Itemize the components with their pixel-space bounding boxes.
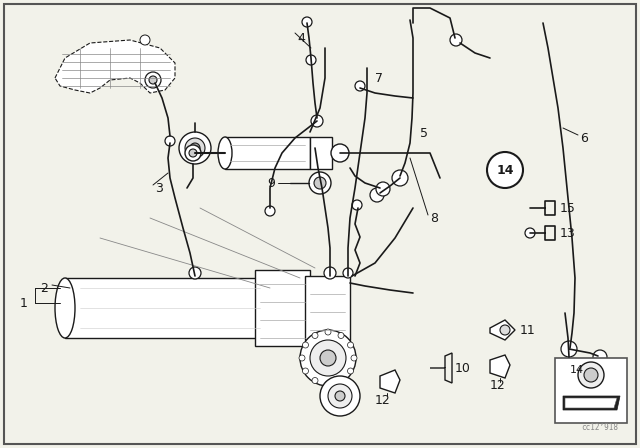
Circle shape (331, 144, 349, 162)
Circle shape (335, 391, 345, 401)
Circle shape (376, 182, 390, 196)
Text: 8: 8 (430, 211, 438, 224)
Circle shape (303, 368, 308, 374)
Text: 10: 10 (455, 362, 471, 375)
Circle shape (325, 381, 331, 387)
Text: 14: 14 (570, 365, 584, 375)
Circle shape (149, 76, 157, 84)
Text: 13: 13 (560, 227, 576, 240)
Polygon shape (565, 398, 617, 408)
Circle shape (343, 268, 353, 278)
Circle shape (303, 342, 308, 348)
Circle shape (525, 228, 535, 238)
Text: 2: 2 (40, 281, 48, 294)
Circle shape (328, 384, 352, 408)
Circle shape (351, 355, 357, 361)
Circle shape (312, 332, 318, 339)
Circle shape (355, 81, 365, 91)
Polygon shape (490, 320, 515, 340)
Text: 1: 1 (20, 297, 28, 310)
Circle shape (320, 376, 360, 416)
Circle shape (140, 35, 150, 45)
Circle shape (392, 170, 408, 186)
Circle shape (320, 350, 336, 366)
Circle shape (190, 143, 200, 153)
Text: 7: 7 (375, 72, 383, 85)
Circle shape (306, 55, 316, 65)
Circle shape (348, 342, 353, 348)
Text: 15: 15 (560, 202, 576, 215)
Circle shape (300, 330, 356, 386)
Circle shape (338, 332, 344, 339)
Circle shape (299, 355, 305, 361)
Circle shape (584, 368, 598, 382)
Circle shape (309, 172, 331, 194)
Circle shape (578, 362, 604, 388)
Ellipse shape (218, 137, 232, 169)
Circle shape (561, 341, 577, 357)
Circle shape (352, 200, 362, 210)
Circle shape (314, 177, 326, 189)
Text: 3: 3 (155, 181, 163, 194)
Polygon shape (563, 396, 620, 410)
Circle shape (487, 152, 523, 188)
Bar (225, 137, 310, 169)
Circle shape (338, 378, 344, 383)
Text: 9: 9 (267, 177, 275, 190)
Circle shape (324, 267, 336, 279)
Circle shape (265, 206, 275, 216)
Circle shape (145, 72, 161, 88)
Ellipse shape (55, 278, 75, 338)
Ellipse shape (256, 280, 274, 336)
Text: 4: 4 (297, 31, 305, 44)
Circle shape (189, 149, 197, 157)
Text: 11: 11 (520, 323, 536, 336)
Circle shape (185, 138, 205, 158)
Circle shape (179, 132, 211, 164)
Text: 14: 14 (496, 164, 514, 177)
Circle shape (310, 340, 346, 376)
Text: cc12’918: cc12’918 (581, 423, 618, 432)
Text: 12: 12 (375, 393, 391, 406)
Circle shape (370, 188, 384, 202)
Bar (255, 270, 310, 346)
Bar (555, 358, 627, 423)
Circle shape (311, 115, 323, 127)
Circle shape (302, 17, 312, 27)
Circle shape (325, 329, 331, 335)
Circle shape (189, 267, 201, 279)
Bar (310, 137, 332, 169)
Circle shape (500, 325, 510, 335)
Text: 12: 12 (490, 379, 506, 392)
Circle shape (450, 34, 462, 46)
PathPatch shape (55, 40, 175, 93)
Polygon shape (490, 355, 510, 378)
Circle shape (593, 350, 607, 364)
Bar (65, 278, 265, 338)
Text: 5: 5 (420, 126, 428, 139)
Text: 6: 6 (580, 132, 588, 145)
Circle shape (312, 378, 318, 383)
Bar (305, 276, 350, 340)
Polygon shape (380, 370, 400, 393)
Circle shape (348, 368, 353, 374)
Circle shape (185, 145, 201, 161)
Circle shape (165, 136, 175, 146)
